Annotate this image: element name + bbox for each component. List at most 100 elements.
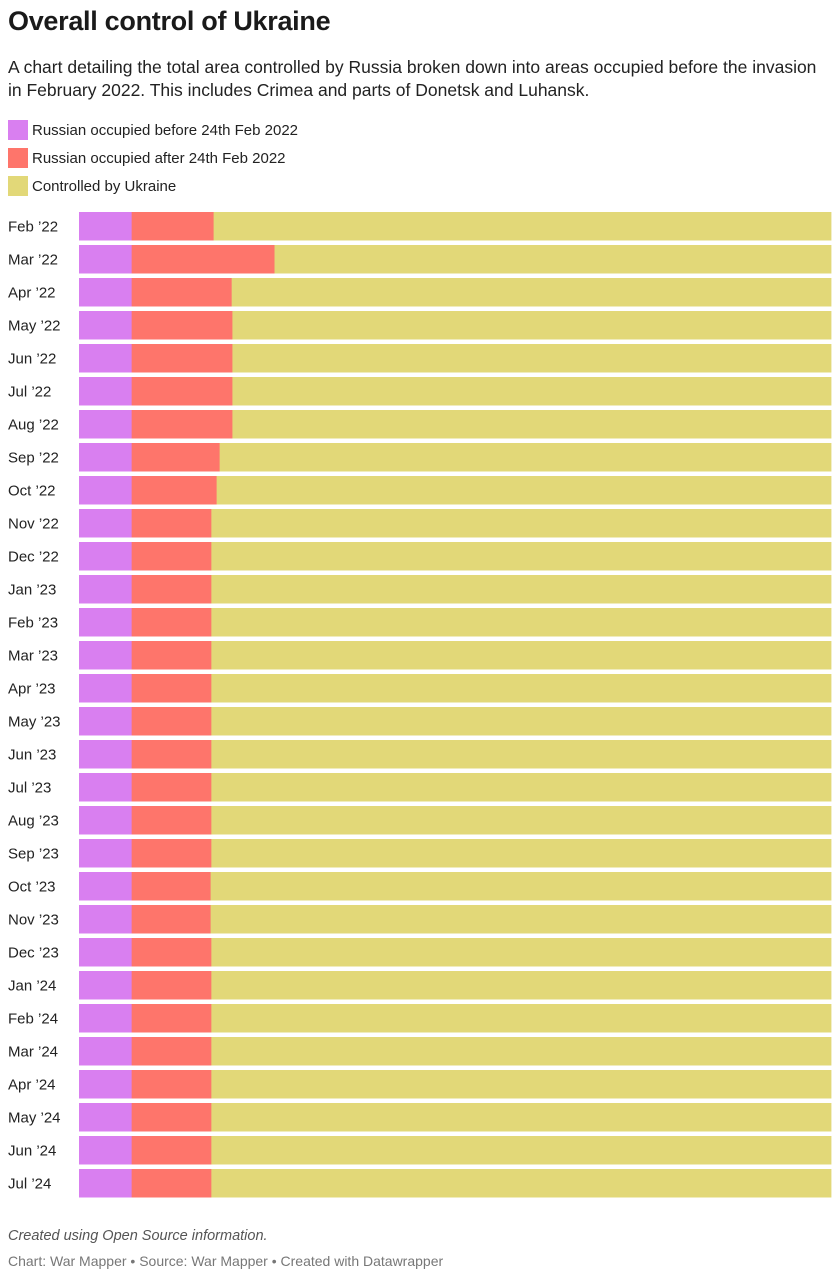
bar-before-invasion	[79, 707, 133, 736]
legend-swatch-before	[8, 120, 28, 140]
legend: Russian occupied before 24th Feb 2022 Ru…	[8, 116, 298, 200]
bar-ukraine-controlled	[211, 575, 832, 604]
bar-before-invasion	[79, 1136, 133, 1165]
bar-ukraine-controlled	[211, 542, 832, 571]
row-label: Apr ’23	[8, 680, 56, 697]
row-label: Dec ’22	[8, 548, 59, 565]
legend-swatch-ukraine	[8, 176, 28, 196]
bar-after-invasion	[131, 278, 233, 307]
bar-after-invasion	[131, 1037, 212, 1066]
legend-label-after: Russian occupied after 24th Feb 2022	[32, 149, 286, 167]
legend-item-before: Russian occupied before 24th Feb 2022	[8, 116, 298, 144]
bar-after-invasion	[131, 1004, 212, 1033]
row-label: Jul ’23	[8, 779, 51, 796]
bar-before-invasion	[79, 641, 133, 670]
bar-before-invasion	[79, 278, 133, 307]
bar-before-invasion	[79, 608, 133, 637]
row-label: Feb ’22	[8, 218, 58, 235]
bar-ukraine-controlled	[211, 806, 832, 835]
bar-after-invasion	[131, 872, 211, 901]
bar-ukraine-controlled	[211, 608, 832, 637]
row-label: Nov ’23	[8, 911, 59, 928]
bar-ukraine-controlled	[213, 212, 832, 241]
bar-before-invasion	[79, 476, 133, 505]
bar-ukraine-controlled	[211, 839, 832, 868]
bar-after-invasion	[131, 311, 233, 340]
bar-after-invasion	[131, 344, 233, 373]
bar-ukraine-controlled	[211, 707, 832, 736]
chart-subtitle: A chart detailing the total area control…	[8, 57, 817, 100]
bar-before-invasion	[79, 344, 133, 373]
bar-before-invasion	[79, 740, 133, 769]
bar-ukraine-controlled	[211, 674, 832, 703]
bar-after-invasion	[131, 443, 221, 472]
bar-ukraine-controlled	[274, 245, 832, 274]
bar-after-invasion	[131, 1103, 212, 1132]
bar-ukraine-controlled	[210, 872, 832, 901]
bar-before-invasion	[79, 674, 133, 703]
bar-after-invasion	[131, 608, 212, 637]
legend-label-before: Russian occupied before 24th Feb 2022	[32, 121, 299, 139]
bar-before-invasion	[79, 806, 133, 835]
bar-ukraine-controlled	[211, 971, 832, 1000]
bar-ukraine-controlled	[211, 1103, 832, 1132]
row-label: Feb ’24	[8, 1010, 58, 1027]
bar-before-invasion	[79, 1004, 133, 1033]
bar-ukraine-controlled	[232, 311, 832, 340]
bar-before-invasion	[79, 377, 133, 406]
bar-after-invasion	[131, 905, 211, 934]
bar-after-invasion	[131, 377, 233, 406]
legend-swatch-after	[8, 148, 28, 168]
bar-after-invasion	[131, 971, 212, 1000]
bar-before-invasion	[79, 245, 133, 274]
row-label: Dec ’23	[8, 944, 59, 961]
bar-before-invasion	[79, 509, 133, 538]
footer-credit: Chart: War Mapper • Source: War Mapper •…	[8, 1253, 444, 1269]
bar-after-invasion	[131, 476, 218, 505]
row-label: Nov ’22	[8, 515, 59, 532]
bar-ukraine-controlled	[211, 1136, 832, 1165]
bar-after-invasion	[131, 410, 233, 439]
legend-item-after: Russian occupied after 24th Feb 2022	[8, 144, 298, 172]
row-label: Jan ’24	[8, 977, 56, 994]
bar-ukraine-controlled	[211, 938, 832, 967]
bar-ukraine-controlled	[211, 509, 832, 538]
bar-after-invasion	[131, 1070, 212, 1099]
row-label: Oct ’22	[8, 482, 56, 499]
bar-ukraine-controlled	[211, 1070, 832, 1099]
bar-before-invasion	[79, 773, 133, 802]
bar-after-invasion	[131, 1136, 212, 1165]
row-label: Jun ’23	[8, 746, 56, 763]
row-label: Mar ’23	[8, 647, 58, 664]
bar-before-invasion	[79, 872, 133, 901]
row-label: May ’23	[8, 713, 61, 730]
bar-after-invasion	[131, 509, 212, 538]
bar-after-invasion	[131, 245, 275, 274]
row-label: Feb ’23	[8, 614, 58, 631]
bar-ukraine-controlled	[232, 377, 832, 406]
row-label: Sep ’23	[8, 845, 59, 862]
row-label: Apr ’24	[8, 1076, 56, 1093]
bar-after-invasion	[131, 674, 212, 703]
bar-after-invasion	[131, 806, 212, 835]
bar-ukraine-controlled	[219, 443, 832, 472]
bar-after-invasion	[131, 542, 212, 571]
row-label: Jan ’23	[8, 581, 56, 598]
bar-after-invasion	[131, 575, 212, 604]
row-label: Jun ’22	[8, 350, 56, 367]
row-label: Jul ’24	[8, 1175, 51, 1192]
bar-before-invasion	[79, 575, 133, 604]
row-label: Aug ’22	[8, 416, 59, 433]
bar-before-invasion	[79, 839, 133, 868]
bar-after-invasion	[131, 1169, 212, 1198]
bar-ukraine-controlled	[232, 344, 832, 373]
bar-after-invasion	[131, 773, 212, 802]
row-label: Jun ’24	[8, 1142, 56, 1159]
bar-after-invasion	[131, 707, 212, 736]
bar-before-invasion	[79, 542, 133, 571]
bar-after-invasion	[131, 938, 212, 967]
bar-before-invasion	[79, 1037, 133, 1066]
chart-title: Overall control of Ukraine	[8, 6, 331, 36]
bar-ukraine-controlled	[232, 410, 832, 439]
legend-item-ukraine: Controlled by Ukraine	[8, 172, 298, 200]
